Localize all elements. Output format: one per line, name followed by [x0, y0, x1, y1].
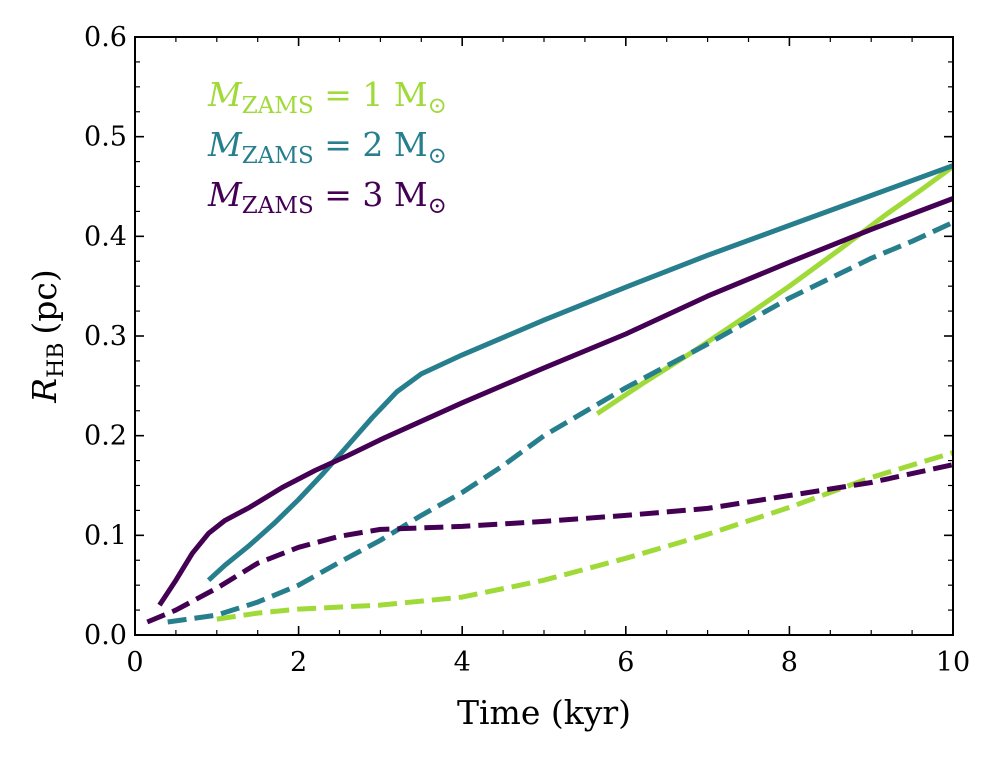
legend-equation: = 2 M	[314, 125, 428, 164]
series-line-2	[157, 196, 954, 607]
legend-sun-symbol: ⊙	[428, 193, 447, 219]
legend-equation: = 3 M	[314, 175, 428, 214]
y-tick-label: 0.3	[84, 321, 127, 352]
series-line-3	[216, 450, 954, 622]
series-line-5	[146, 462, 954, 625]
legend-subscript: ZAMS	[242, 143, 314, 169]
y-axis-label: RHB (pc)	[25, 269, 69, 404]
x-tick-label: 8	[781, 647, 798, 678]
legend-sun-symbol: ⊙	[428, 93, 447, 119]
x-tick-label: 0	[126, 647, 143, 678]
y-axis-label-sub: HB	[44, 343, 69, 378]
y-tick-label: 0.6	[84, 22, 127, 53]
y-tick-label: 0.4	[84, 221, 127, 252]
y-tick-label: 0.2	[84, 421, 127, 452]
x-tick-label: 2	[290, 647, 307, 678]
series-line-0	[595, 164, 955, 416]
y-tick-label: 0.0	[84, 620, 127, 651]
y-tick-label: 0.1	[84, 520, 127, 551]
ticks-layer: 0 2 4 6 8 10 0.0 0.1 0.2 0.3 0.4 0.5 0.6	[84, 22, 970, 678]
series-line-4	[167, 220, 955, 625]
x-axis-label: Time (kyr)	[457, 693, 631, 732]
legend-entry-2: MZAMS = 2 M⊙	[207, 125, 447, 169]
y-axis-label-unit: (pc)	[25, 269, 64, 334]
legend-symbol-m: M	[207, 175, 243, 214]
x-tick-label: 10	[936, 647, 970, 678]
legend-sun-symbol: ⊙	[428, 143, 447, 169]
legend-symbol-m: M	[207, 75, 243, 114]
series-layer	[146, 163, 955, 625]
y-axis-label-main: R	[25, 378, 64, 404]
legend-entry-3: MZAMS = 3 M⊙	[207, 175, 447, 219]
x-tick-label: 6	[617, 647, 634, 678]
x-tick-label: 4	[454, 647, 471, 678]
legend-equation: = 1 M	[314, 75, 428, 114]
legend-symbol-m: M	[207, 125, 243, 164]
y-tick-label: 0.5	[84, 122, 127, 153]
plot-frame	[134, 36, 954, 636]
legend-subscript: ZAMS	[242, 93, 314, 119]
series-line-1	[206, 163, 954, 583]
legend-entry-1: MZAMS = 1 M⊙	[207, 75, 447, 119]
legend: MZAMS = 1 M⊙MZAMS = 2 M⊙MZAMS = 3 M⊙	[207, 75, 447, 219]
legend-subscript: ZAMS	[242, 193, 314, 219]
